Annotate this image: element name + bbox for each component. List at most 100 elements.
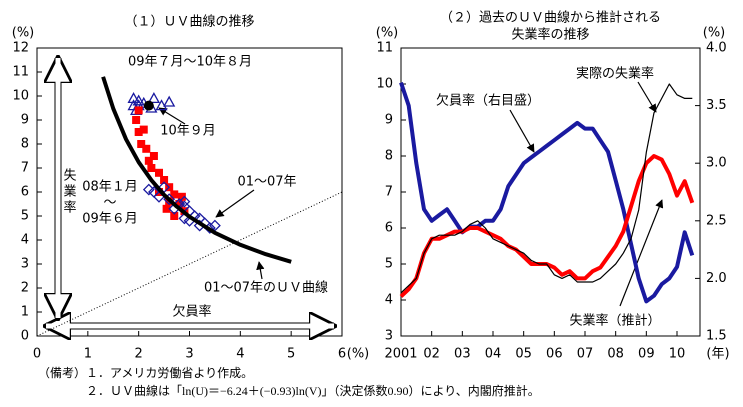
arrows <box>46 58 664 326</box>
point <box>127 92 140 104</box>
note: （備考） <box>38 365 86 380</box>
arrow <box>215 189 255 218</box>
point <box>162 204 171 213</box>
series-label: 失業率（推計） <box>569 313 660 329</box>
y-tick-label: 11 <box>376 41 393 56</box>
y-tick-label: 9 <box>385 113 393 128</box>
x-tick-label: 04 <box>485 347 502 362</box>
x-tick-label: 2001 <box>384 347 417 362</box>
x-tick-label: 02 <box>423 347 440 362</box>
y-tick-label: 10 <box>376 77 393 92</box>
y-tick-label: 11 <box>12 65 29 80</box>
y2-tick-label: 4.0 <box>706 41 727 56</box>
x-tick-label: 05 <box>515 347 532 362</box>
point <box>155 168 163 177</box>
y-tick-label: 4 <box>385 293 393 308</box>
x-tick-label: 2 <box>135 347 143 362</box>
y-tick-label: 3 <box>385 329 393 344</box>
x-unit: (年) <box>706 347 729 362</box>
series-label: 01～07年 <box>237 175 296 190</box>
y-tick-label: 8 <box>21 137 29 152</box>
point <box>132 94 145 106</box>
arrow <box>509 109 535 153</box>
point <box>144 156 153 165</box>
point <box>143 100 154 111</box>
y-tick-label: 5 <box>385 257 393 272</box>
point <box>147 164 156 172</box>
y2-tick-label: 2.0 <box>706 271 727 286</box>
y-tick-label: 6 <box>385 221 393 236</box>
series-line <box>400 83 693 294</box>
annotation: ～ <box>103 196 116 211</box>
x-tick-label: 1 <box>84 347 92 362</box>
point <box>139 125 148 134</box>
point <box>177 192 186 201</box>
x-tick-label: 06 <box>546 347 563 362</box>
y-tick-label: 10 <box>12 89 29 104</box>
y-tick-label: 6 <box>21 185 29 200</box>
y2-unit: (%) <box>703 26 726 41</box>
point <box>175 200 184 208</box>
series-line <box>101 76 292 264</box>
note: １．アメリカ労働省より作成。 <box>86 366 253 380</box>
annotation: 08年１月 <box>82 180 138 195</box>
diagonal-line <box>36 191 343 337</box>
x-axis-label: 欠員率 <box>172 304 211 320</box>
y-axis-label: 失業率 <box>61 168 77 216</box>
arrow <box>637 81 657 113</box>
series-line <box>399 154 695 298</box>
point <box>142 183 155 196</box>
chart-title: 失業率の推移 <box>511 27 589 43</box>
y-tick-label: 8 <box>385 149 393 164</box>
y-tick-label: 4 <box>21 233 29 248</box>
y2-tick-label: 3.0 <box>706 156 727 171</box>
point <box>132 116 141 124</box>
x-tick-label: 5 <box>287 347 295 362</box>
x-tick-label: 03 <box>454 347 471 362</box>
y-tick-label: 5 <box>21 209 29 224</box>
y-tick-label: 7 <box>21 161 29 176</box>
arrow <box>256 261 265 280</box>
point <box>160 176 169 184</box>
arrow <box>619 199 664 307</box>
y-tick-label: 7 <box>385 185 393 200</box>
series-label: 10年９月 <box>160 124 216 139</box>
y-tick-label: 2 <box>21 281 29 296</box>
annotation: 09年６月 <box>82 212 138 227</box>
point <box>163 95 176 107</box>
point <box>170 212 179 220</box>
point <box>142 144 151 153</box>
series-label: 実際の失業率 <box>576 66 654 82</box>
point <box>149 152 158 160</box>
chart-title: （２）過去のＵＶ曲線から推計される <box>440 10 661 26</box>
series-line <box>399 81 695 304</box>
x-tick-label: 08 <box>607 347 624 362</box>
y-tick-label: 0 <box>21 329 29 344</box>
y2-tick-label: 3.5 <box>706 98 727 113</box>
point <box>178 195 191 208</box>
x-tick-label: 0 <box>33 347 41 362</box>
point <box>170 190 179 199</box>
x-tick-label: 07 <box>577 347 594 362</box>
series-label: 欠員率（右目盛） <box>436 93 540 109</box>
y-unit: (%) <box>12 26 35 41</box>
x-tick-label: 3 <box>185 347 193 362</box>
note: ２．ＵＶ曲線は「ln(U)＝−6.24＋(−0.93)ln(V)」（決定係数0.… <box>86 383 540 398</box>
y2-tick-label: 2.5 <box>706 213 727 228</box>
point <box>137 140 146 148</box>
point <box>147 92 161 104</box>
point <box>134 106 143 115</box>
y-tick-label: 3 <box>21 257 29 272</box>
y-unit: (%) <box>376 26 399 41</box>
y-tick-label: 12 <box>12 41 29 56</box>
point <box>134 128 143 136</box>
chart-title: （１）ＵＶ曲線の推移 <box>124 14 254 30</box>
x-unit: (%) <box>347 347 370 362</box>
x-tick-label: 6 <box>338 347 346 362</box>
arrow <box>158 107 186 125</box>
x-tick-label: 09 <box>638 347 655 362</box>
x-tick-label: 10 <box>669 347 686 362</box>
y-tick-label: 1 <box>21 305 29 320</box>
series-label: 09年７月～10年８月 <box>128 55 252 70</box>
